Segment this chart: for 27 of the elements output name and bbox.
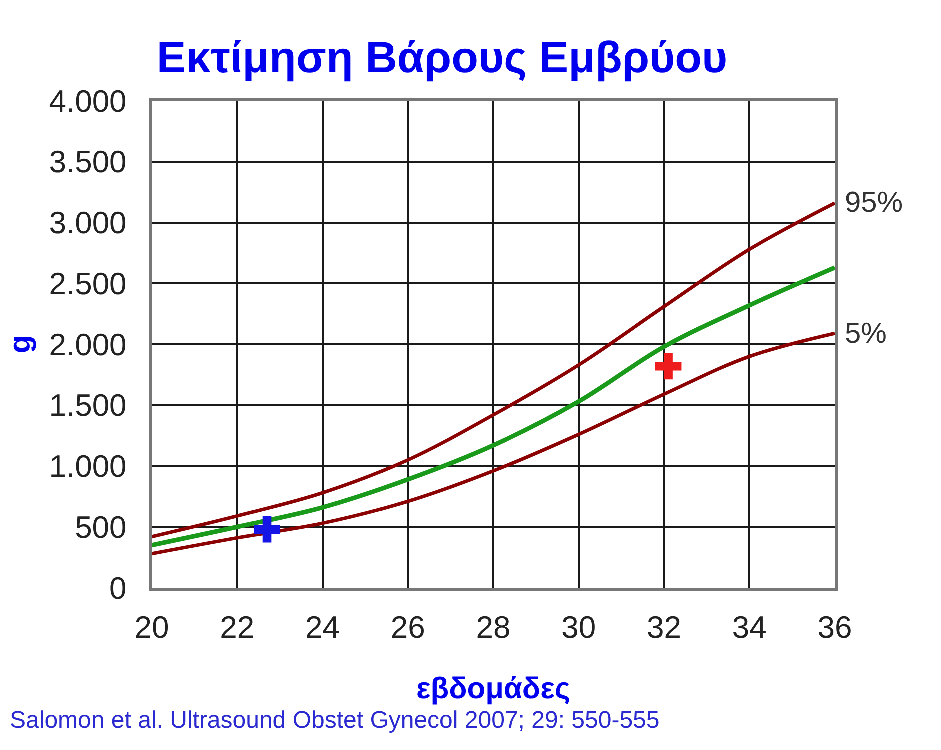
x-tick-label: 34 [732,610,767,646]
x-axis-title: εβδομάδες [416,672,570,706]
y-axis-title: g [4,335,38,354]
line-series [152,332,835,556]
y-tick-label: 3.000 [49,206,127,241]
line-series [152,266,835,548]
x-tick-label: 26 [390,610,426,646]
x-tick-label: 36 [818,610,852,646]
y-tick-label: 2.500 [49,266,127,302]
chart-title: Εκτίμηση Βάρους Εμβρύου [156,33,728,82]
text: Salomon et al. Ultrasound Obstet Gynecol 2007; 29: 550-555 [10,707,660,734]
y-tick-label: 1.000 [49,449,127,484]
x-tick-label: 24 [306,610,340,646]
y-tick-label: 500 [75,510,127,545]
x-tick-label: 20 [134,610,170,646]
x-tick-label: 28 [476,610,511,646]
line-series [152,202,835,539]
series-label: 95% [845,187,904,219]
y-tick-label: 1.500 [49,388,127,424]
y-tick-label: 3.500 [49,144,127,180]
x-tick-label: 30 [562,610,596,646]
x-tick-label: 22 [220,610,255,646]
y-tick-label: 0 [110,570,127,606]
series-label: 5% [845,318,887,350]
x-tick-label: 32 [647,610,682,646]
y-tick-label: 4.000 [49,84,127,119]
y-tick-label: 2.000 [49,327,127,362]
